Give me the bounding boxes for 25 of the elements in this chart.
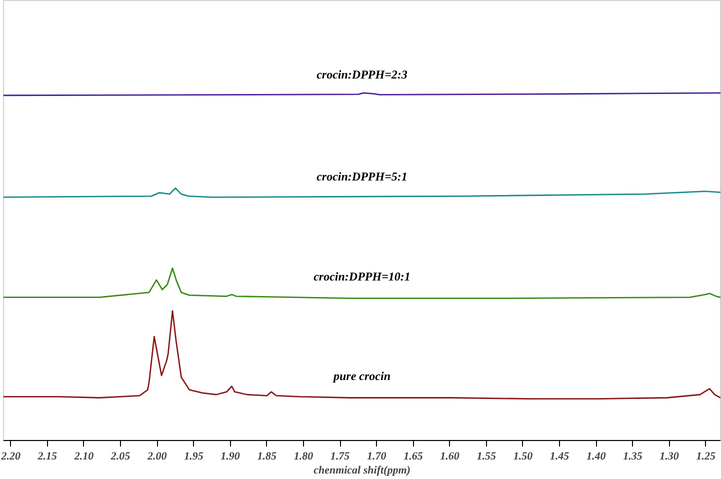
- x-tick-label: 2.00: [146, 450, 168, 462]
- x-tick-label: 2.15: [36, 450, 58, 462]
- x-tick-label: 1.75: [330, 450, 350, 462]
- x-tick-label: 2.20: [0, 450, 21, 462]
- x-tick-label: 1.80: [294, 450, 314, 462]
- x-tick-label: 1.85: [257, 450, 278, 462]
- series-label: crocin:DPPH=2:3: [316, 68, 408, 82]
- x-tick-label: 1.45: [550, 450, 570, 462]
- x-tick-label: 1.35: [623, 450, 643, 462]
- series-label: crocin:DPPH=10:1: [314, 269, 410, 284]
- series-label: pure crocin: [332, 368, 391, 383]
- x-tick-label: 1.70: [367, 450, 387, 462]
- x-tick-label: 2.10: [73, 450, 94, 462]
- x-tick-label: 1.30: [660, 450, 680, 462]
- x-tick-label: 1.90: [220, 450, 240, 462]
- x-tick-label: 1.65: [404, 450, 424, 462]
- x-tick-label: 1.25: [696, 450, 716, 462]
- x-tick-label: 1.40: [586, 450, 606, 462]
- x-tick-label: 2.05: [110, 450, 131, 462]
- x-tick-label: 1.55: [476, 450, 497, 462]
- x-axis-title: chenmical shift(ppm): [314, 464, 410, 476]
- x-tick-label: 1.60: [440, 450, 460, 462]
- x-tick-label: 1.50: [513, 450, 534, 462]
- x-tick-label: 1.95: [184, 450, 204, 462]
- series-label: crocin:DPPH=5:1: [316, 169, 408, 184]
